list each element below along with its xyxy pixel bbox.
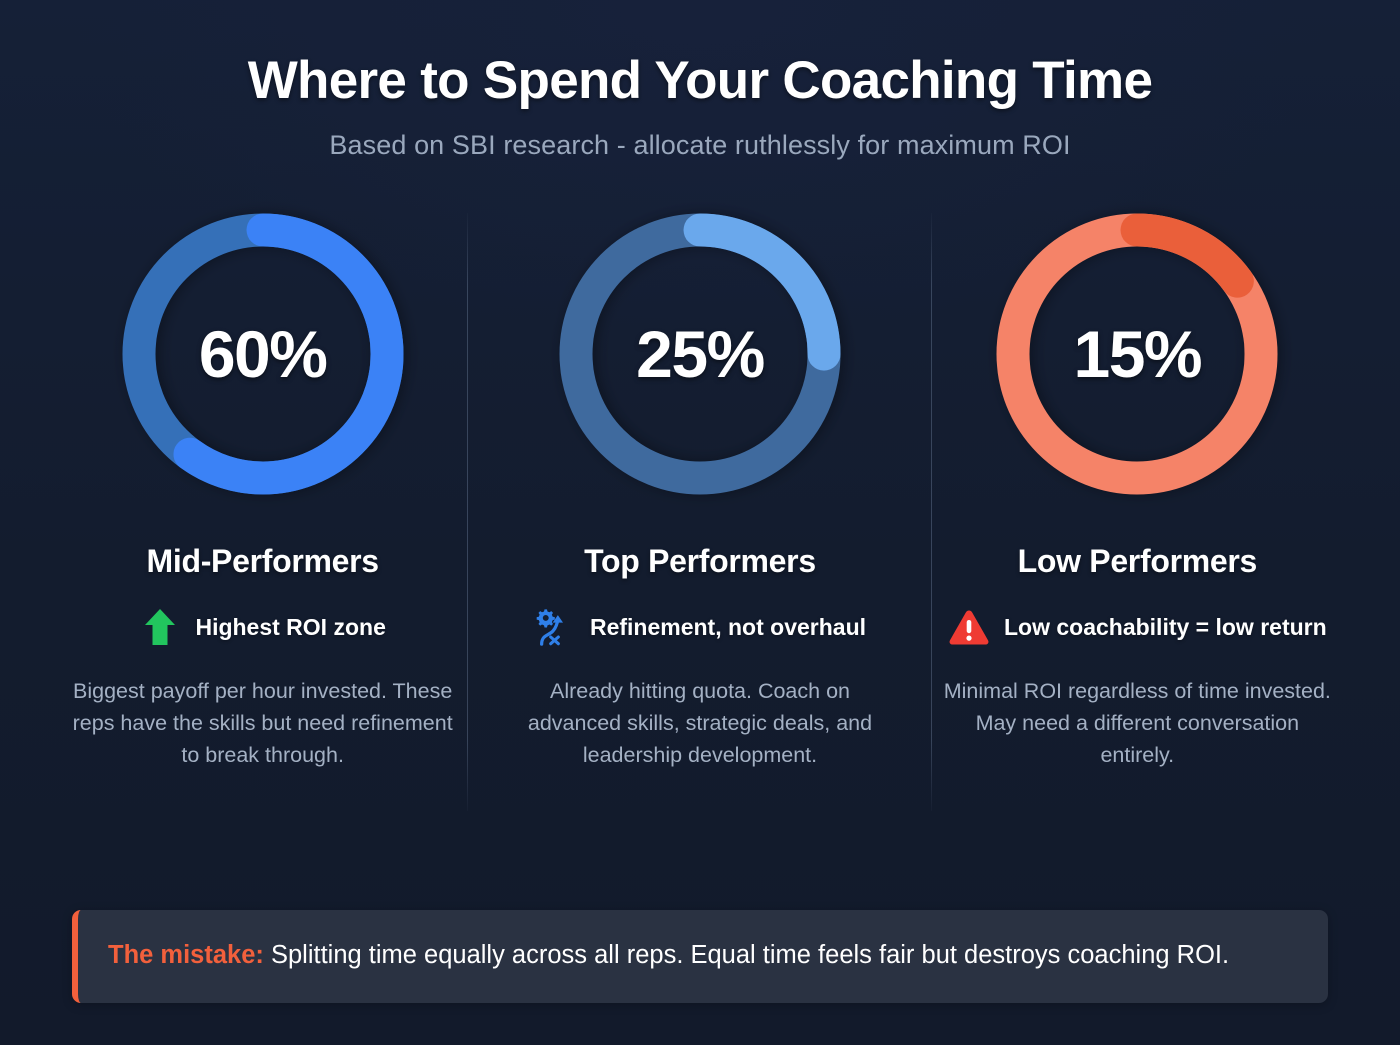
tagline-mid-performers: Highest ROI zone [195,613,386,640]
tagline-row-low-performers: Low coachability = low return [943,606,1332,648]
strategy-gear-arrow-icon [534,606,576,648]
warning-triangle-icon [948,606,990,648]
column-mid-performers: 60% Mid-Performers Highest ROI zone Bigg… [44,205,481,771]
column-body-mid-performers: Biggest payoff per hour invested. These … [72,679,453,767]
column-top-performers: 25% Top Performers [481,205,918,771]
column-body-low-performers: Minimal ROI regardless of time invested.… [943,679,1331,767]
donut-percent-label: 15% [1073,317,1203,392]
tagline-row-mid-performers: Highest ROI zone [68,606,457,648]
donut-value-arc [559,213,841,495]
column-title-low-performers: Low Performers [1017,543,1258,580]
tagline-top-performers: Refinement, not overhaul [589,613,867,640]
donut-chart-top-performers: 25% [551,205,849,503]
column-divider-1 [467,213,468,812]
column-divider-2 [931,213,932,812]
tagline-row-top-performers: Refinement, not overhaul [505,606,894,648]
donut-value-arc [122,213,404,495]
column-title-mid-performers: Mid-Performers [146,543,380,580]
donut-chart-mid-performers: 60% [114,205,412,503]
donut-svg-mid-performers [122,213,404,495]
donut-chart-low-performers: 15% [988,205,1286,503]
column-body-top-performers: Already hitting quota. Coach on advanced… [527,679,873,767]
tagline-low-performers: Low coachability = low return [1003,613,1327,640]
callout-label: The mistake: [108,940,264,969]
columns-container: 60% Mid-Performers Highest ROI zone Bigg… [0,205,1400,812]
header: Where to Spend Your Coaching Time Based … [0,0,1400,161]
mistake-callout: The mistake: Splitting time equally acro… [72,909,1328,1003]
up-arrow-icon [139,606,181,648]
donut-value-arc [996,213,1278,495]
page-title: Where to Spend Your Coaching Time [247,51,1153,110]
donut-percent-label: 60% [198,317,328,392]
donut-svg-low-performers [996,213,1278,495]
page-subtitle: Based on SBI research - allocate ruthles… [329,130,1071,161]
column-title-top-performers: Top Performers [584,543,816,580]
column-low-performers: 15% Low Performers Low coachability = lo… [919,205,1356,771]
callout-text: The mistake: Splitting time equally acro… [108,937,1294,973]
donut-percent-label: 25% [636,317,765,392]
donut-svg-top-performers [559,213,841,495]
callout-body: Splitting time equally across all reps. … [263,940,1230,969]
